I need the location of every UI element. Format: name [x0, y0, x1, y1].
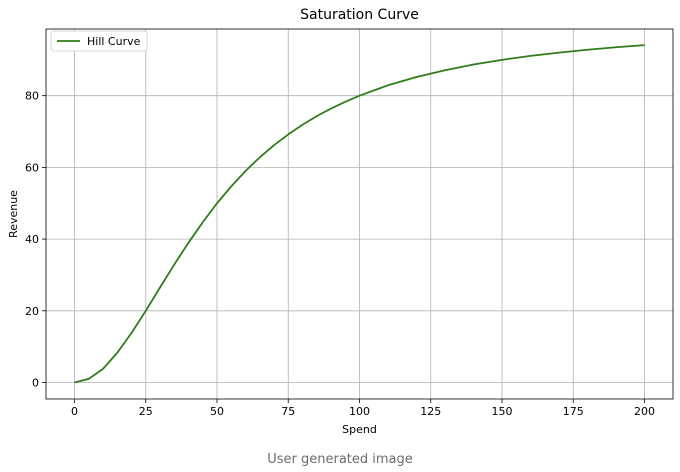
x-tick-label: 150	[492, 405, 513, 418]
x-axis-ticks: 0 25 50 75 100 125 150 175 200	[71, 399, 655, 418]
x-tick-label: 0	[71, 405, 78, 418]
chart-title: Saturation Curve	[300, 7, 419, 23]
y-tick-label: 20	[25, 305, 39, 318]
y-tick-label: 40	[25, 233, 39, 246]
x-tick-label: 175	[563, 405, 584, 418]
x-tick-label: 125	[420, 405, 441, 418]
x-tick-label: 100	[349, 405, 370, 418]
y-tick-label: 80	[25, 90, 39, 103]
x-tick-label: 50	[210, 405, 224, 418]
x-axis-label: Spend	[342, 423, 377, 436]
hill-curve-line	[74, 44, 645, 384]
y-axis-ticks: 0 20 40 60 80	[25, 90, 46, 390]
x-tick-label: 200	[634, 405, 655, 418]
y-axis-label: Revenue	[7, 190, 20, 238]
x-tick-label: 25	[139, 405, 153, 418]
series-group	[74, 44, 645, 384]
y-tick-label: 0	[32, 377, 39, 390]
plot-frame	[45, 28, 674, 400]
saturation-chart: 0 25 50 75 100 125 150 175 200 0 20 40 60 80 Saturat…	[7, 7, 674, 436]
legend-box	[50, 30, 148, 52]
x-tick-label: 75	[281, 405, 295, 418]
image-caption: User generated image	[267, 452, 413, 467]
legend-label: Hill Curve	[87, 35, 141, 48]
y-tick-label: 60	[25, 161, 39, 174]
legend: Hill Curve	[50, 30, 148, 52]
